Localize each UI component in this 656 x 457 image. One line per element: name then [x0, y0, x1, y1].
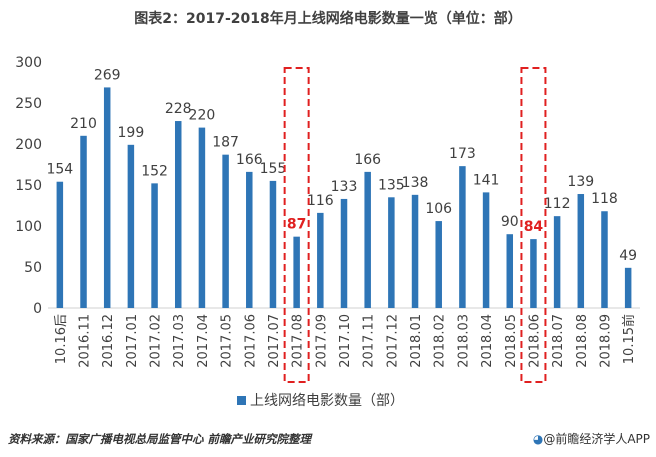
legend-label: 上线网络电影数量（部） — [250, 393, 404, 409]
bar — [198, 127, 206, 308]
value-label: 199 — [118, 125, 145, 141]
bar — [459, 166, 466, 308]
x-tick-label: 2018.07 — [551, 314, 566, 368]
value-label: 118 — [591, 191, 618, 207]
bar — [364, 171, 371, 308]
bar-series — [56, 87, 632, 308]
bar — [601, 211, 608, 308]
value-label: 135 — [378, 177, 405, 193]
bar — [293, 236, 300, 308]
bar — [624, 267, 632, 308]
x-tick-label: 2017.01 — [125, 314, 140, 368]
x-tick-label: 2018.06 — [527, 314, 542, 368]
x-tick-label: 2018.09 — [598, 314, 613, 368]
x-tick-label: 2017.06 — [243, 314, 258, 368]
y-tick-label: 250 — [15, 96, 42, 112]
value-label: 154 — [46, 162, 73, 178]
bar — [80, 135, 87, 308]
x-tick-label: 2017.05 — [220, 314, 235, 368]
value-label: 155 — [260, 161, 287, 177]
value-label: 269 — [94, 67, 121, 83]
value-label: 141 — [473, 172, 500, 188]
bar — [246, 171, 253, 308]
value-label: 49 — [619, 248, 637, 264]
value-label: 166 — [236, 152, 263, 168]
bar — [482, 192, 490, 308]
bar — [435, 221, 442, 308]
brand-credit: ◕@前瞻经济学人APP — [533, 430, 650, 447]
bar — [127, 144, 135, 308]
bar — [411, 194, 419, 308]
highlight-box — [520, 67, 547, 383]
y-tick-label: 0 — [33, 301, 42, 317]
value-label: 106 — [425, 201, 452, 217]
value-label: 173 — [449, 146, 476, 162]
bar — [317, 212, 324, 308]
x-tick-label: 2017.02 — [149, 314, 164, 368]
value-label: 187 — [212, 135, 239, 151]
x-tick-label: 2016.12 — [101, 314, 116, 368]
x-tick-label: 2016.11 — [78, 314, 93, 368]
value-label: 220 — [189, 108, 216, 124]
qianzhan-logo-icon: ◕ — [532, 432, 544, 446]
x-tick-label: 2017.12 — [385, 314, 400, 368]
bar — [103, 87, 111, 308]
value-label: 116 — [307, 193, 334, 209]
x-tick-label: 2017.03 — [172, 314, 187, 368]
source-note: 资料来源：国家广播电视总局监管中心 前瞻产业研究院整理 — [8, 432, 312, 446]
legend: 上线网络电影数量（部） — [237, 393, 404, 409]
value-label: 139 — [567, 174, 594, 190]
bar — [577, 194, 585, 308]
x-tick-label: 2018.04 — [480, 314, 495, 368]
value-label: 84 — [524, 219, 544, 235]
bar — [530, 239, 537, 308]
value-label: 138 — [402, 175, 429, 191]
highlight-boxes — [283, 67, 547, 383]
chart-title: 图表2：2017-2018年月上线网络电影数量一览（单位：部） — [134, 11, 522, 27]
value-label: 133 — [331, 179, 358, 195]
bar — [553, 216, 561, 308]
x-tick-label: 2017.09 — [314, 314, 329, 368]
x-tick-label: 2017.10 — [338, 314, 353, 368]
x-tick-label: 2018.01 — [409, 314, 424, 368]
legend-swatch — [237, 396, 246, 405]
bar — [222, 154, 229, 308]
y-tick-label: 100 — [15, 219, 42, 235]
x-tick-label: 2018.05 — [504, 314, 519, 368]
y-tick-label: 300 — [15, 55, 42, 71]
x-tick-label: 2018.03 — [456, 314, 471, 368]
x-tick-label: 2017.07 — [267, 314, 282, 368]
value-label: 210 — [70, 116, 97, 132]
x-tick-label: 2018.08 — [575, 314, 590, 368]
x-tick-label: 2017.04 — [196, 314, 211, 368]
y-tick-label: 150 — [15, 178, 42, 194]
bar — [269, 180, 277, 308]
bar — [506, 234, 514, 308]
x-tick-label: 10.15前 — [621, 314, 637, 364]
x-axis: 10.16后 2016.11 2016.12 2017.01 2017.02 2017.0… — [54, 314, 637, 368]
value-label: 152 — [141, 163, 168, 179]
bar — [388, 197, 395, 308]
value-label: 228 — [165, 101, 192, 117]
highlight-box — [283, 67, 310, 383]
bar — [174, 121, 182, 308]
y-tick-label: 200 — [15, 137, 42, 153]
value-label: 90 — [501, 214, 519, 230]
bar — [340, 198, 348, 308]
bar — [56, 181, 64, 308]
x-tick-label: 2018.02 — [433, 314, 448, 368]
value-labels: 1542102691991522282201871661558711613316… — [46, 67, 637, 263]
brand-text: @前瞻经济学人APP — [543, 432, 650, 446]
y-tick-label: 50 — [24, 260, 42, 276]
value-label: 166 — [354, 152, 381, 168]
x-tick-label: 2017.08 — [291, 314, 306, 368]
bar — [151, 183, 158, 308]
x-tick-label: 10.16后 — [54, 314, 69, 364]
x-tick-label: 2017.11 — [362, 314, 377, 368]
value-label: 87 — [287, 217, 306, 233]
value-label: 112 — [544, 196, 571, 212]
y-axis: 0 50 100 150 200 250 300 — [15, 55, 42, 317]
